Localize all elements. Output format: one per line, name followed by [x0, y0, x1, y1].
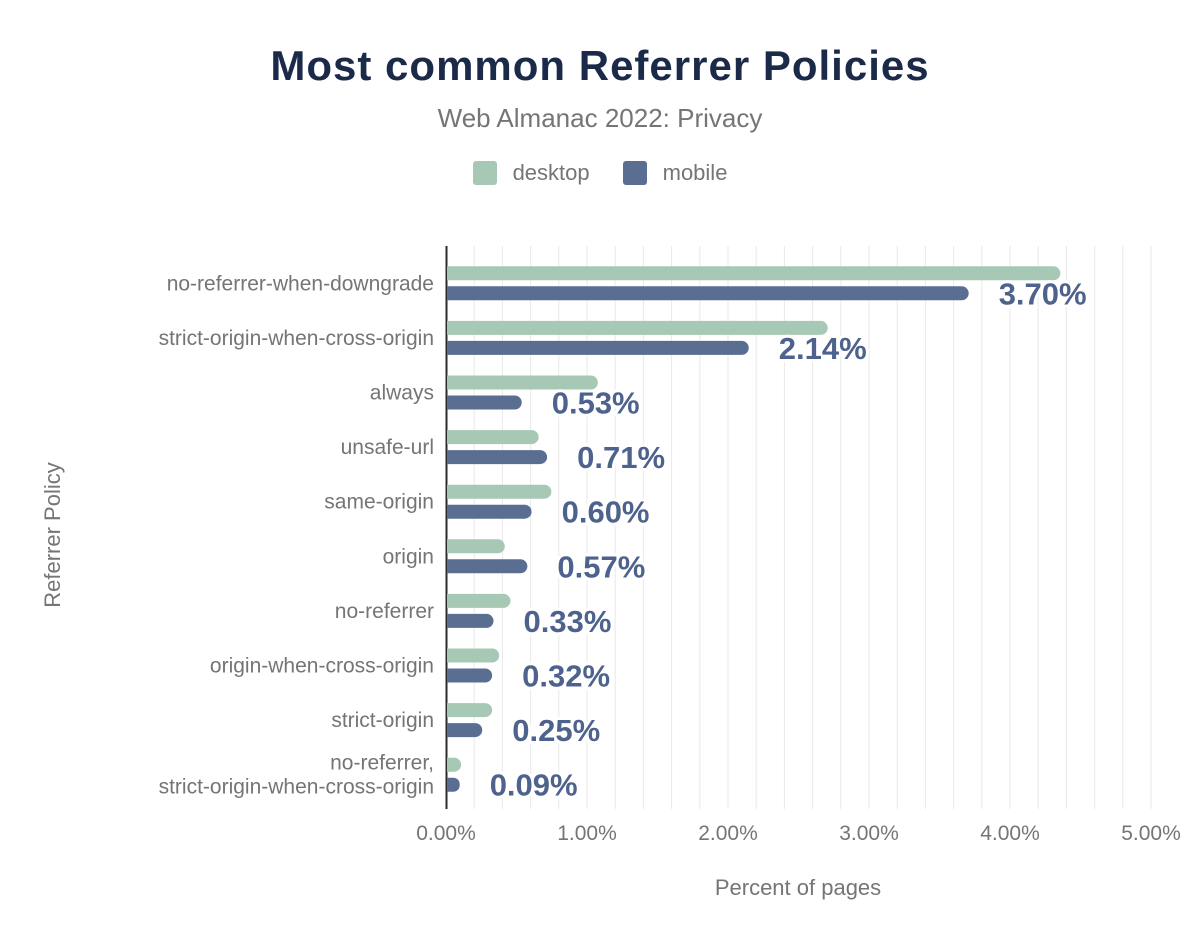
value-label: 0.53% — [552, 386, 640, 421]
legend-swatch-mobile-icon — [622, 161, 647, 185]
x-tick-label: 1.00% — [557, 822, 617, 845]
bar-desktop — [447, 430, 539, 445]
category-label: origin — [383, 545, 434, 568]
value-label: 0.57% — [557, 549, 645, 584]
value-label: 0.60% — [562, 495, 650, 530]
chart-subtitle: Web Almanac 2022: Privacy — [437, 103, 763, 133]
x-tick-label: 0.00% — [416, 822, 476, 845]
legend-swatch-desktop-icon — [472, 161, 497, 185]
bar-mobile — [447, 395, 522, 410]
category-label: strict-origin — [331, 709, 434, 732]
bar-mobile — [447, 504, 532, 519]
category-label: origin-when-cross-origin — [210, 655, 434, 678]
x-tick-label: 2.00% — [698, 822, 758, 845]
legend-item-mobile: mobile — [622, 160, 728, 186]
bar-desktop — [447, 484, 552, 499]
category-label: no-referrer — [335, 600, 434, 623]
x-tick-label: 3.00% — [839, 822, 899, 845]
category-label: always — [370, 382, 434, 405]
legend-label-desktop: desktop — [512, 160, 590, 185]
bar-mobile — [447, 777, 460, 792]
bar-desktop — [447, 757, 462, 772]
bar-mobile — [447, 613, 494, 628]
bar-desktop — [447, 648, 500, 663]
y-axis-title: Referrer Policy — [40, 462, 65, 607]
bar-desktop — [447, 320, 828, 335]
value-label: 0.09% — [490, 768, 578, 803]
value-label: 0.32% — [522, 659, 610, 694]
bar-mobile — [447, 668, 493, 683]
legend: desktop mobile — [0, 160, 1200, 186]
value-label: 0.33% — [524, 604, 612, 639]
value-label: 3.70% — [999, 276, 1087, 311]
bar-desktop — [447, 375, 598, 390]
bar-mobile — [447, 286, 969, 301]
x-axis-title: Percent of pages — [715, 875, 881, 900]
value-label: 2.14% — [779, 331, 867, 366]
bar-desktop — [447, 539, 505, 554]
category-label: same-origin — [324, 491, 434, 514]
bar-desktop — [447, 266, 1061, 281]
bar-desktop — [447, 593, 511, 608]
bar-mobile — [447, 723, 483, 738]
value-label: 0.25% — [512, 713, 600, 748]
chart-title: Most common Referrer Policies — [270, 42, 930, 89]
category-label: no-referrer-when-downgrade — [167, 272, 434, 295]
bar-mobile — [447, 340, 749, 355]
category-label: unsafe-url — [341, 436, 434, 459]
category-label: no-referrer, strict-origin-when-cross-ori… — [159, 752, 434, 799]
x-tick-label: 5.00% — [1121, 822, 1181, 845]
legend-item-desktop: desktop — [472, 160, 590, 186]
bar-mobile — [447, 450, 548, 465]
bar-desktop — [447, 703, 493, 718]
category-label: strict-origin-when-cross-origin — [159, 327, 434, 350]
bar-mobile — [447, 559, 528, 574]
x-tick-label: 4.00% — [980, 822, 1040, 845]
legend-label-mobile: mobile — [662, 160, 728, 185]
value-label: 0.71% — [577, 440, 665, 475]
